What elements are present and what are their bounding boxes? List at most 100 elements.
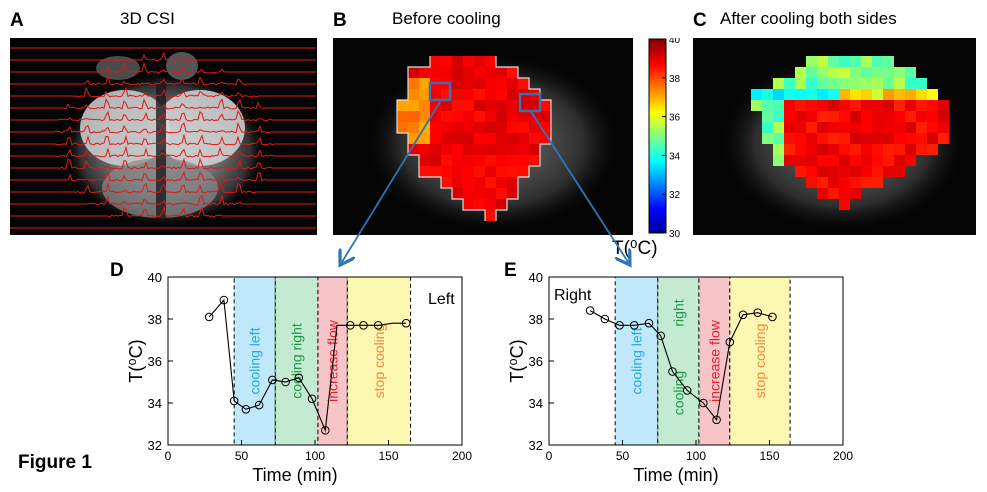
data-point bbox=[241, 405, 251, 414]
temperature-voxel bbox=[441, 111, 452, 122]
temperature-voxel bbox=[430, 111, 441, 122]
temperature-line bbox=[589, 310, 773, 422]
csi-image bbox=[10, 38, 317, 235]
data-point bbox=[373, 321, 383, 330]
temperature-voxel bbox=[916, 122, 927, 133]
colorbar-tick-label: 38 bbox=[669, 74, 681, 85]
temperature-voxel bbox=[850, 89, 861, 100]
temperature-voxel bbox=[463, 100, 474, 111]
temperature-voxel bbox=[861, 100, 872, 111]
temperature-voxel bbox=[938, 111, 949, 122]
temperature-voxel bbox=[474, 89, 485, 100]
temperature-voxel bbox=[408, 67, 419, 78]
temperature-voxel bbox=[850, 166, 861, 177]
roi-outline-left bbox=[396, 56, 486, 221]
temperature-voxel bbox=[452, 56, 463, 67]
temperature-voxel bbox=[408, 133, 419, 144]
temperature-voxel bbox=[463, 111, 474, 122]
temperature-voxel bbox=[872, 133, 883, 144]
temperature-voxel bbox=[529, 155, 540, 166]
temperature-voxel bbox=[452, 166, 463, 177]
temperature-voxel bbox=[441, 56, 452, 67]
chart-d-panel-label: D bbox=[110, 260, 124, 281]
data-point bbox=[668, 367, 677, 376]
csi-spectrum-row bbox=[10, 194, 316, 206]
temperature-voxel bbox=[507, 188, 518, 199]
temperature-voxel bbox=[894, 89, 905, 100]
phase-label: cooling bbox=[670, 371, 686, 415]
temperature-voxel bbox=[861, 111, 872, 122]
x-tick-label: 100 bbox=[305, 449, 325, 463]
colorbar-tick-label: 40 bbox=[669, 38, 681, 46]
temperature-voxel bbox=[817, 111, 828, 122]
phase-band bbox=[346, 276, 412, 446]
temperature-voxel bbox=[828, 177, 839, 188]
x-axis-label: Time (min) bbox=[252, 465, 337, 485]
temperature-voxel bbox=[529, 122, 540, 133]
temperature-voxel bbox=[817, 188, 828, 199]
temperature-voxel bbox=[795, 155, 806, 166]
y-tick-label: 34 bbox=[529, 396, 543, 411]
temperature-voxel bbox=[850, 188, 861, 199]
temperature-voxel bbox=[507, 133, 518, 144]
temperature-voxel bbox=[828, 155, 839, 166]
temperature-voxel bbox=[430, 56, 441, 67]
temperature-voxel bbox=[883, 78, 894, 89]
chart-right: E 0 50 100 150 200 32 34 36 38 40 Time (min) T(⁰C) c… bbox=[504, 260, 853, 485]
temperature-voxel bbox=[419, 67, 430, 78]
data-point bbox=[600, 314, 610, 324]
temperature-voxel bbox=[839, 89, 850, 100]
temperature-voxel bbox=[850, 111, 861, 122]
temperature-voxel bbox=[883, 133, 894, 144]
temperature-voxel bbox=[441, 144, 452, 155]
temperature-voxel bbox=[485, 199, 496, 210]
temperature-voxel bbox=[751, 100, 762, 111]
data-point bbox=[345, 321, 355, 330]
temperature-voxel bbox=[430, 166, 441, 177]
x-tick-label: 200 bbox=[833, 449, 853, 463]
temperature-voxel bbox=[452, 177, 463, 188]
temperature-voxel bbox=[507, 122, 518, 133]
csi-spectrum-row bbox=[10, 145, 316, 158]
phase-band bbox=[233, 276, 276, 446]
temperature-voxel bbox=[795, 133, 806, 144]
y-tick-label: 32 bbox=[529, 438, 543, 453]
panel-c-title: After cooling both sides bbox=[720, 9, 897, 28]
colorbar-tick-label: 32 bbox=[669, 190, 681, 201]
temperature-voxel bbox=[408, 89, 419, 100]
temperature-voxel bbox=[496, 67, 507, 78]
y-tick-label: 34 bbox=[148, 396, 162, 411]
temperature-voxel bbox=[883, 111, 894, 122]
temperature-voxel bbox=[518, 78, 529, 89]
temperature-voxel bbox=[474, 67, 485, 78]
temperature-voxel bbox=[872, 89, 883, 100]
phase-label: right bbox=[670, 299, 686, 326]
temperature-voxel bbox=[430, 144, 441, 155]
y-axis-label: T(⁰C) bbox=[507, 339, 527, 382]
temperature-voxel bbox=[397, 122, 408, 133]
temperature-voxel bbox=[463, 166, 474, 177]
data-point bbox=[204, 312, 214, 322]
temperature-voxel bbox=[872, 78, 883, 89]
temperature-voxel bbox=[828, 111, 839, 122]
temperature-voxel bbox=[441, 166, 452, 177]
temperature-voxel bbox=[496, 199, 507, 210]
temperature-voxel bbox=[872, 122, 883, 133]
temperature-voxel bbox=[806, 111, 817, 122]
temperature-voxel bbox=[419, 166, 430, 177]
temperature-voxel bbox=[518, 133, 529, 144]
phase-label: stop cooling bbox=[371, 324, 387, 399]
temperature-voxel bbox=[474, 199, 485, 210]
temperature-voxel bbox=[463, 133, 474, 144]
temperature-voxel bbox=[817, 56, 828, 67]
data-point bbox=[712, 415, 721, 425]
data-point bbox=[615, 321, 624, 330]
csi-spectrum-row bbox=[10, 205, 316, 218]
panel-c-label: C bbox=[693, 10, 707, 31]
csi-spectrum-row bbox=[10, 61, 316, 74]
data-point bbox=[320, 426, 330, 435]
data-point bbox=[281, 377, 290, 387]
data-point bbox=[585, 306, 595, 315]
temperature-voxel bbox=[496, 155, 507, 166]
